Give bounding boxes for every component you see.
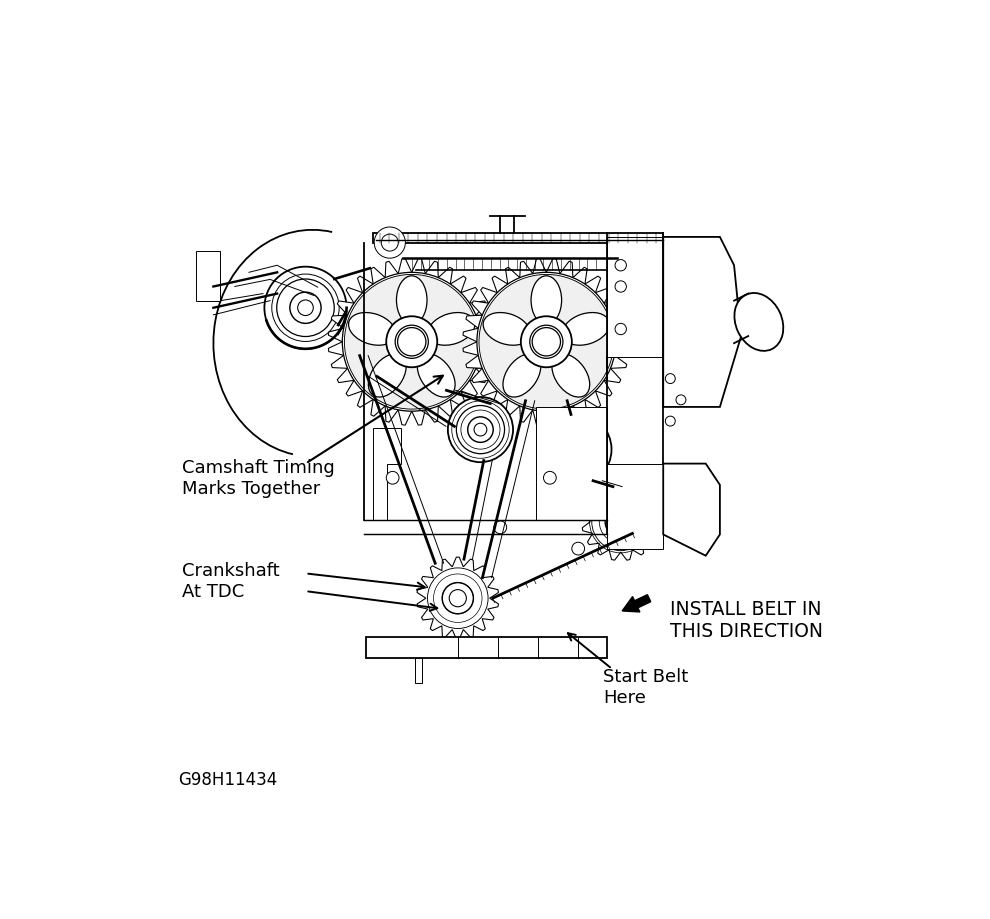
Text: Crankshaft
At TDC: Crankshaft At TDC xyxy=(181,562,279,600)
Circle shape xyxy=(374,228,405,259)
Polygon shape xyxy=(463,259,630,425)
Circle shape xyxy=(665,416,675,426)
Circle shape xyxy=(547,423,602,477)
Text: INSTALL BELT IN
THIS DIRECTION: INSTALL BELT IN THIS DIRECTION xyxy=(670,599,824,641)
Circle shape xyxy=(479,275,614,410)
Circle shape xyxy=(290,293,321,324)
Circle shape xyxy=(386,471,399,484)
Polygon shape xyxy=(365,638,607,659)
Circle shape xyxy=(447,398,513,462)
Polygon shape xyxy=(663,464,720,556)
Circle shape xyxy=(428,568,488,629)
Ellipse shape xyxy=(503,355,541,398)
Circle shape xyxy=(530,326,563,359)
Polygon shape xyxy=(373,234,663,244)
Circle shape xyxy=(395,326,429,359)
Circle shape xyxy=(615,260,627,272)
Ellipse shape xyxy=(396,277,427,325)
FancyArrow shape xyxy=(622,595,650,612)
Ellipse shape xyxy=(562,313,610,346)
Circle shape xyxy=(443,583,473,614)
Circle shape xyxy=(592,494,649,551)
Polygon shape xyxy=(663,238,742,407)
Circle shape xyxy=(381,235,398,252)
Circle shape xyxy=(449,590,466,607)
Circle shape xyxy=(277,279,335,337)
Circle shape xyxy=(612,514,630,530)
Circle shape xyxy=(398,328,426,357)
Ellipse shape xyxy=(483,313,531,346)
Polygon shape xyxy=(373,428,401,521)
Text: G98H11434: G98H11434 xyxy=(178,770,277,788)
Circle shape xyxy=(521,317,572,368)
Circle shape xyxy=(572,542,584,555)
Polygon shape xyxy=(415,659,423,684)
Circle shape xyxy=(386,317,438,368)
Polygon shape xyxy=(196,252,221,301)
Ellipse shape xyxy=(531,277,561,325)
Circle shape xyxy=(544,471,556,484)
Circle shape xyxy=(665,374,675,384)
Text: Camshaft Timing
Marks Together: Camshaft Timing Marks Together xyxy=(181,459,335,497)
Ellipse shape xyxy=(735,294,783,351)
Circle shape xyxy=(477,273,616,412)
Ellipse shape xyxy=(348,313,396,346)
Circle shape xyxy=(567,443,582,457)
Circle shape xyxy=(615,324,627,335)
Circle shape xyxy=(676,395,686,405)
Circle shape xyxy=(605,506,637,538)
Circle shape xyxy=(538,414,612,487)
Circle shape xyxy=(264,267,346,349)
Polygon shape xyxy=(417,558,499,640)
Ellipse shape xyxy=(368,355,406,398)
Circle shape xyxy=(456,406,505,454)
Ellipse shape xyxy=(418,355,455,398)
Polygon shape xyxy=(582,483,659,561)
Polygon shape xyxy=(607,238,663,357)
Circle shape xyxy=(343,273,481,412)
Ellipse shape xyxy=(428,313,475,346)
Circle shape xyxy=(474,424,487,437)
Polygon shape xyxy=(607,464,663,549)
Text: Start Belt
Here: Start Belt Here xyxy=(603,667,688,707)
Circle shape xyxy=(467,417,493,443)
Ellipse shape xyxy=(552,355,590,398)
Circle shape xyxy=(615,281,627,293)
Circle shape xyxy=(560,436,589,464)
Circle shape xyxy=(298,301,313,316)
Polygon shape xyxy=(536,407,607,521)
Circle shape xyxy=(533,328,560,357)
Circle shape xyxy=(494,521,507,534)
Circle shape xyxy=(345,275,479,410)
Polygon shape xyxy=(329,259,495,425)
